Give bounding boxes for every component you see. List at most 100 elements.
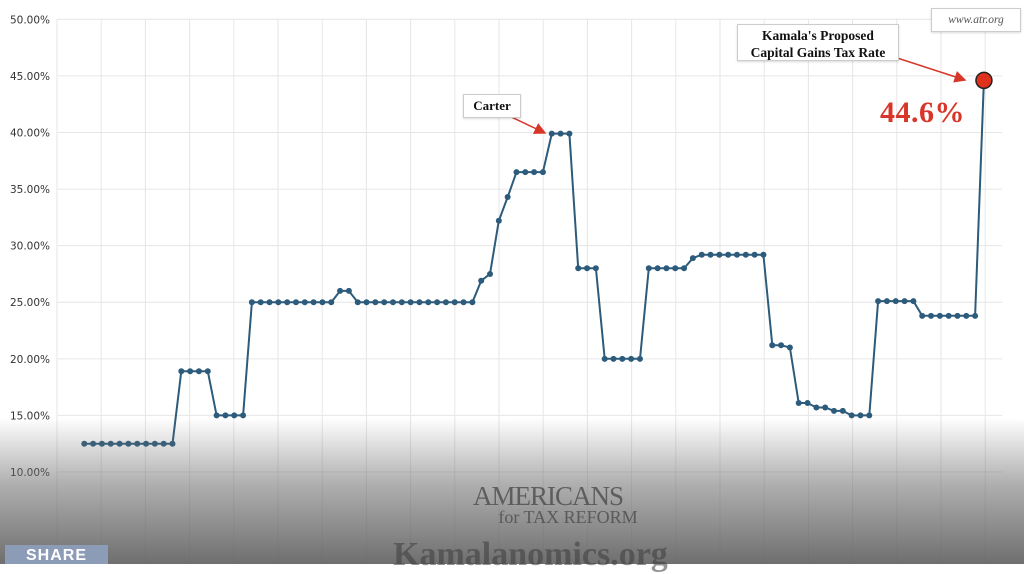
data-point <box>478 277 485 284</box>
data-point <box>769 342 776 349</box>
data-point <box>910 298 917 305</box>
data-point <box>213 412 220 419</box>
data-point <box>434 299 441 306</box>
highlight-data-point <box>975 71 993 90</box>
data-point <box>681 265 688 272</box>
data-point <box>407 299 414 306</box>
y-tick-label: 30.00% <box>10 241 50 253</box>
data-point <box>90 440 97 447</box>
data-point <box>345 287 352 294</box>
data-point <box>804 399 811 406</box>
data-point <box>125 440 132 447</box>
data-point <box>636 355 643 362</box>
data-point <box>81 440 88 447</box>
data-point <box>689 255 696 262</box>
data-point <box>451 299 458 306</box>
data-point <box>786 344 793 351</box>
data-point <box>883 298 890 305</box>
data-point <box>892 298 899 305</box>
data-point <box>672 265 679 272</box>
data-point <box>733 251 740 258</box>
series-line <box>84 80 985 445</box>
data-point <box>584 265 591 272</box>
data-point <box>460 299 467 306</box>
data-point <box>425 299 432 306</box>
data-point <box>566 130 573 137</box>
data-point <box>187 368 194 375</box>
atr-watermark-logo: AMERICANS for TAX REFORM <box>458 481 638 527</box>
data-point <box>778 342 785 349</box>
y-tick-label: 50.00% <box>10 14 50 26</box>
data-point <box>372 299 379 306</box>
data-point <box>337 287 344 294</box>
watermark-site: Kamalanomics.org <box>393 536 668 573</box>
data-point <box>866 412 873 419</box>
data-point <box>266 299 273 306</box>
data-point <box>813 404 820 411</box>
data-point <box>292 299 299 306</box>
y-tick-label: 10.00% <box>10 467 50 479</box>
data-point <box>936 312 943 319</box>
data-point <box>857 412 864 419</box>
data-point <box>795 399 802 406</box>
data-point <box>222 412 229 419</box>
data-point <box>513 169 520 176</box>
kamala-annotation: Kamala's Proposed Capital Gains Tax Rate <box>737 24 899 61</box>
data-point <box>495 217 502 224</box>
data-point <box>178 368 185 375</box>
data-point <box>716 251 723 258</box>
data-point <box>601 355 608 362</box>
data-point <box>107 440 114 447</box>
data-point <box>442 299 449 306</box>
data-point <box>831 407 837 414</box>
data-point <box>945 312 952 319</box>
data-point <box>548 130 555 137</box>
data-point <box>531 169 538 176</box>
data-point <box>522 169 529 176</box>
data-point <box>257 299 264 306</box>
data-point <box>195 368 202 375</box>
data-point <box>328 299 335 306</box>
data-point <box>698 251 705 258</box>
data-point <box>839 407 846 414</box>
y-tick-label: 40.00% <box>10 127 50 139</box>
y-tick-label: 15.00% <box>10 410 50 422</box>
data-point <box>363 299 370 306</box>
data-point <box>381 299 388 306</box>
data-point <box>919 312 926 319</box>
data-point <box>663 265 670 272</box>
data-point <box>231 412 238 419</box>
data-point <box>169 440 176 447</box>
data-point <box>98 440 105 447</box>
kamala-annotation-line2: Capital Gains Tax Rate <box>750 45 886 60</box>
data-point <box>539 169 546 176</box>
data-point <box>160 440 167 447</box>
data-point <box>928 312 935 319</box>
share-button[interactable]: SHARE <box>5 545 108 564</box>
data-point <box>751 251 758 258</box>
watermark-line1: AMERICANS <box>472 481 624 511</box>
data-point <box>742 251 749 258</box>
data-point <box>204 368 211 375</box>
y-tick-label: 20.00% <box>10 354 50 366</box>
data-point <box>628 355 635 362</box>
source-label: www.atr.org <box>931 8 1021 32</box>
data-point <box>822 404 829 411</box>
data-point <box>310 299 317 306</box>
data-point <box>610 355 617 362</box>
data-point <box>557 130 564 137</box>
data-point <box>116 440 123 447</box>
data-point <box>275 299 282 306</box>
data-point <box>901 298 908 305</box>
data-point <box>354 299 361 306</box>
data-point <box>848 412 855 419</box>
carter-annotation: Carter <box>463 94 521 118</box>
kamala-arrow <box>887 54 967 83</box>
data-point <box>469 299 476 306</box>
data-point <box>284 299 291 306</box>
y-tick-label: 35.00% <box>10 184 50 196</box>
data-point <box>707 251 714 258</box>
kamala-annotation-line1: Kamala's Proposed <box>762 28 874 43</box>
data-point <box>760 251 767 258</box>
data-point <box>390 299 396 306</box>
